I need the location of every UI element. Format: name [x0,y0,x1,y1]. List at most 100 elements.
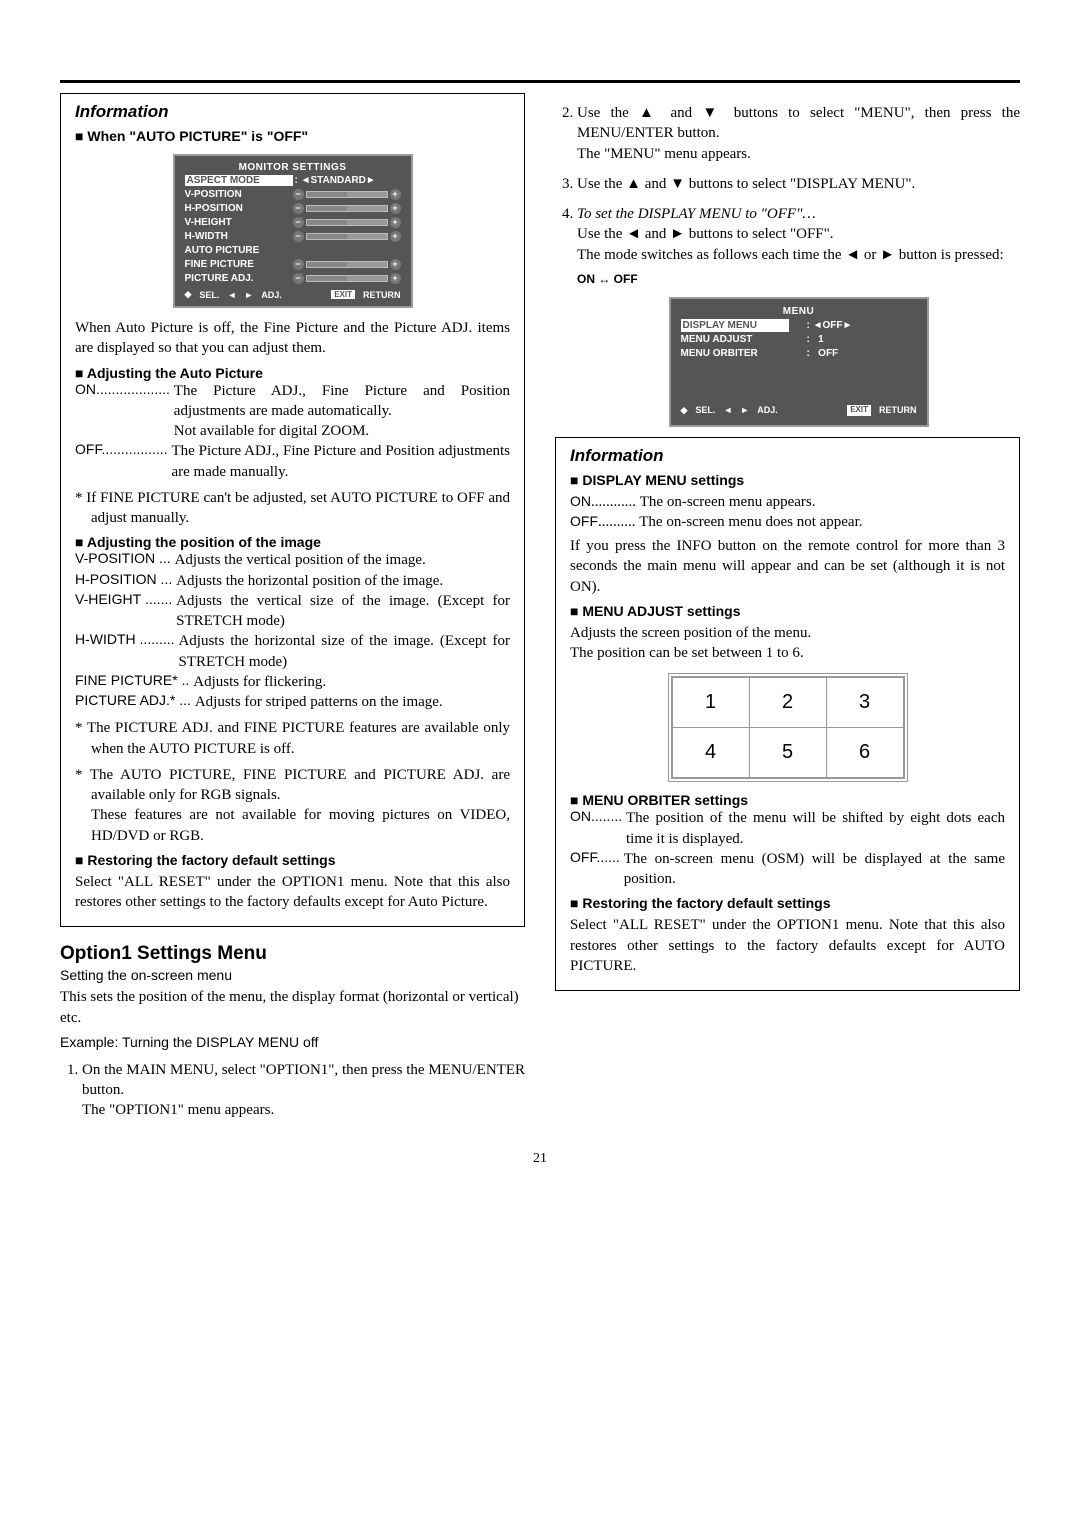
return-label: RETURN [363,290,401,300]
step-3: Use the ▲ and ▼ buttons to select "DISPL… [577,174,1020,194]
exit-badge: EXIT [847,405,871,416]
on-desc-line2: Not available for digital ZOOM. [174,423,369,439]
fine-note: * If FINE PICTURE can't be adjusted, set… [75,488,510,529]
pos-def-term: H-POSITION ... [75,571,176,587]
plus-icon: + [390,189,401,200]
osd-slider-label: V-POSITION [185,189,293,200]
auto-off-heading: When "AUTO PICTURE" is "OFF" [75,128,510,144]
auto-off-body: When Auto Picture is off, the Fine Pictu… [75,318,510,359]
right-column: Use the ▲ and ▼ buttons to select "MENU"… [555,93,1020,1131]
left-arrow-icon [301,175,311,186]
plus-icon: + [390,217,401,228]
right-arrow-icon [740,404,749,416]
step-4: To set the DISPLAY MENU to "OFF"… Use th… [577,204,1020,427]
pos-note-2a: * The AUTO PICTURE, FINE PICTURE and PIC… [75,767,510,803]
pos-def-row: FINE PICTURE* .. Adjusts for flickering. [75,672,510,692]
osd-slider-label: FINE PICTURE [185,259,293,270]
step-4-a: Use the ◄ and ► buttons to select "OFF". [577,226,834,242]
left-column: Information When "AUTO PICTURE" is "OFF"… [60,93,525,1131]
sel-label: SEL. [695,404,715,416]
return-label: RETURN [879,404,917,416]
pos-def-row: V-HEIGHT ....... Adjusts the vertical si… [75,591,510,632]
grid-cell-1: 1 [672,678,749,728]
osd-slider: −+ [293,217,401,228]
slider-track [306,219,388,226]
steps-list-left: On the MAIN MENU, select "OPTION1", then… [60,1060,525,1121]
step-2-a: Use the ▲ and ▼ buttons to select "MENU"… [577,105,1020,141]
step-4-italic: To set the DISPLAY MENU to "OFF"… [577,206,816,222]
menu-orbiter-heading: MENU ORBITER settings [570,792,1005,808]
osd-slider-row: PICTURE ADJ.−+ [185,271,401,285]
off-term: OFF................. [75,441,171,457]
step-2-b: The "MENU" menu appears. [577,146,751,162]
osd2-value: : 1 [807,333,824,347]
pos-def-term: V-HEIGHT ....... [75,591,176,607]
adj-label: ADJ. [757,404,778,416]
pos-def-term: H-WIDTH ......... [75,631,178,647]
on-desc: The Picture ADJ., Fine Picture and Posit… [174,381,510,442]
osd-slider: −+ [293,189,401,200]
osd-title: MONITOR SETTINGS [185,162,401,173]
information-box-left: Information When "AUTO PICTURE" is "OFF"… [60,93,525,927]
step-1-a: On the MAIN MENU, select "OPTION1", then… [82,1062,525,1098]
display-menu-heading: DISPLAY MENU settings [570,472,1005,488]
top-rule [60,80,1020,83]
osd-slider: −+ [293,259,401,270]
osd-slider: −+ [293,203,401,214]
position-grid: 1 2 3 4 5 6 [668,673,908,782]
osd-slider-label: PICTURE ADJ. [185,273,293,284]
adj-label: ADJ. [261,290,282,300]
option1-body: This sets the position of the menu, the … [60,987,525,1028]
osd-footer: ◆ SEL. ADJ. EXIT RETURN [185,289,401,300]
orb-on-def: ON........ The position of the menu will… [570,808,1005,849]
slider-track [306,233,388,240]
plus-icon: + [390,231,401,242]
right-arrow-icon [244,290,253,300]
grid-cell-6: 6 [826,728,903,778]
pos-def-desc: Adjusts for flickering. [193,672,510,692]
osd2-label: DISPLAY MENU [681,319,789,333]
adjust-pos-heading: Adjusting the position of the image [75,534,510,550]
pos-note-1: * The PICTURE ADJ. and FINE PICTURE feat… [75,718,510,759]
updown-icon: ◆ [185,289,192,300]
aspect-value: : STANDARD [295,175,376,186]
osd2-row: DISPLAY MENU: OFF [681,318,917,332]
monitor-settings-osd: MONITOR SETTINGS ASPECT MODE : STANDARD … [173,154,413,308]
osd-aspect-row: ASPECT MODE : STANDARD [185,173,401,187]
osd-slider-row: V-POSITION−+ [185,187,401,201]
osd2-footer: ◆ SEL. ADJ. EXIT RETURN [681,404,917,416]
disp-off-term: OFF [570,513,598,529]
pos-def-desc: Adjusts the vertical position of the ima… [175,550,510,570]
disp-on-dots: ............ [591,494,636,510]
auto-picture-row: AUTO PICTURE [185,243,401,257]
disp-off-desc: The on-screen menu does not appear. [639,514,862,530]
osd-slider-label: H-WIDTH [185,231,293,242]
sel-label: SEL. [199,290,219,300]
slider-track [306,275,388,282]
adj-body-2: The position can be set between 1 to 6. [570,643,1005,663]
aspect-label: ASPECT MODE [185,175,293,186]
disp-off-dots: .......... [598,514,636,530]
orb-off-def: OFF...... The on-screen menu (OSM) will … [570,849,1005,890]
disp-off-line: OFF.......... The on-screen menu does no… [570,512,1005,532]
pos-def-desc: Adjusts the horizontal position of the i… [176,571,510,591]
on-def: ON................... The Picture ADJ., … [75,381,510,442]
menu-adjust-heading: MENU ADJUST settings [570,603,1005,619]
disp-body: If you press the INFO button on the remo… [570,536,1005,597]
updown-icon: ◆ [681,404,688,416]
orb-on-term: ON........ [570,808,626,824]
minus-icon: − [293,231,304,242]
osd-slider-row: H-WIDTH− + [185,229,401,243]
plus-icon: + [390,259,401,270]
minus-icon: − [293,259,304,270]
grid-cell-3: 3 [826,678,903,728]
disp-on-term: ON [570,493,591,509]
pos-def-row: H-WIDTH ......... Adjusts the horizontal… [75,631,510,672]
steps-list-right: Use the ▲ and ▼ buttons to select "MENU"… [555,103,1020,427]
aspect-value-text: STANDARD [311,175,366,186]
off-desc: The Picture ADJ., Fine Picture and Posit… [171,441,510,482]
on-off-toggle-text: ON ↔ OFF [577,271,1020,287]
information-box-right: Information DISPLAY MENU settings ON....… [555,437,1020,992]
osd2-title: MENU [681,305,917,319]
off-def: OFF................. The Picture ADJ., F… [75,441,510,482]
